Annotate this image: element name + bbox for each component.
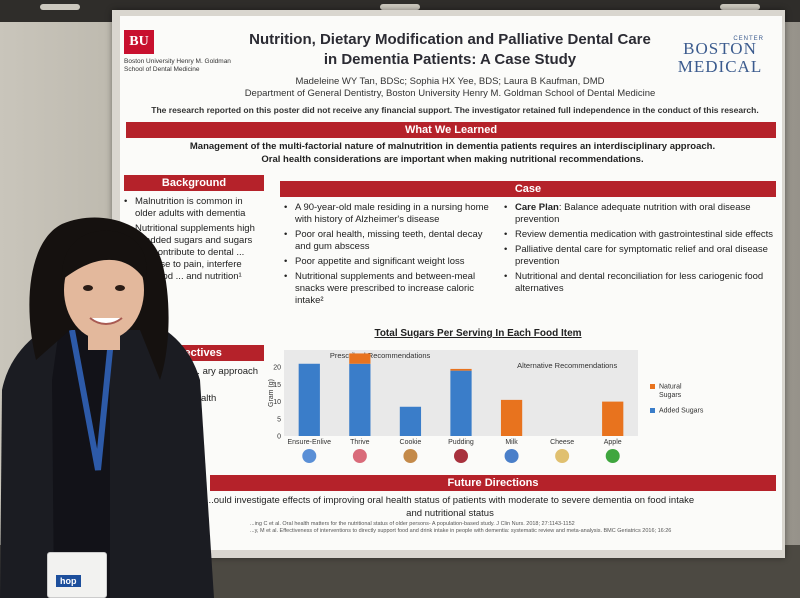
food-icon (504, 449, 519, 463)
chart-x-tick-label: Cookie (400, 439, 422, 446)
objectives-item: ... benefits of ... ary approach ... mal… (124, 366, 259, 390)
case-left-body: A 90-year-old male residing in a nursing… (284, 202, 494, 310)
future-line1: ...ould investigate effects of improving… (205, 495, 695, 506)
chart-y-axis-label: Gram (g) (268, 379, 275, 407)
bmc-logo-line1: BOSTON (683, 39, 757, 58)
name-badge: hop (47, 552, 107, 598)
background-item: Malnutrition is common in older adults w… (124, 196, 259, 220)
ceiling-light (720, 4, 760, 10)
background-item: Nutritional supplements high in added su… (124, 223, 259, 283)
chart-legend-label: Natural (659, 384, 682, 391)
references: ...ing C et al. Oral health matters for … (250, 521, 770, 535)
learned-line1: Management of the multi-factorial nature… (189, 141, 716, 152)
food-icon (605, 449, 620, 463)
chart-y-tick-label: 10 (273, 399, 281, 406)
food-icon (555, 449, 570, 463)
chart-legend-label: Added Sugars (659, 408, 704, 415)
objectives-item: ... general ... health (124, 393, 259, 405)
chart-y-tick-label: 5 (277, 416, 281, 423)
bu-logo: BU (124, 30, 154, 54)
chart-x-tick-label: Milk (505, 439, 518, 446)
ceiling-light (380, 4, 420, 10)
sugar-bar-chart: Gram (g) 0 5 10 15 20 Prescribed Recommendatio… (268, 350, 704, 463)
poster-header: BU Boston University Henry M. Goldman Sc… (120, 16, 782, 116)
chart-bar-added-sugars (450, 370, 472, 436)
chart-bar-natural-sugars (349, 353, 371, 364)
objectives-body: ... benefits of ... ary approach ... mal… (124, 366, 259, 408)
chart-legend-swatch (650, 408, 655, 413)
care-plan-item: Care Plan: Balance adequate nutrition wi… (504, 202, 774, 226)
chart-x-tick-label: Apple (604, 439, 622, 446)
food-icon (302, 449, 317, 463)
case-item: Poor appetite and significant weight los… (284, 256, 494, 268)
chart-bar-added-sugars (399, 406, 422, 436)
chart-y-tick-label: 0 (277, 434, 281, 441)
chart-y-tick-label: 15 (273, 382, 281, 389)
chart-bar-added-sugars (349, 363, 371, 436)
chart-legend-label: Sugars (659, 392, 682, 399)
learned-banner: What We Learned (126, 122, 776, 138)
case-banner: Case (280, 181, 776, 197)
ceiling-light (40, 4, 80, 10)
future-body: ...ould investigate effects of improving… (150, 494, 750, 520)
poster-title-line1: Nutrition, Dietary Modification and Pall… (249, 31, 651, 48)
chart-x-tick-label: Ensure-Enlive (287, 439, 331, 446)
research-poster: BU Boston University Henry M. Goldman Sc… (120, 16, 782, 550)
learned-line2: Oral health considerations are important… (261, 154, 644, 165)
poster-department: Department of General Dentistry, Boston … (244, 88, 656, 99)
chart-bar-natural-sugars (500, 399, 523, 436)
poster-authors: Madeleine WY Tan, BDSc; Sophia HX Yee, B… (295, 76, 605, 87)
case-item: A 90-year-old male residing in a nursing… (284, 202, 494, 226)
future-line2: and nutritional status (406, 508, 494, 519)
chart-title: Total Sugars Per Serving In Each Food It… (374, 328, 582, 339)
bu-school-name: Boston University Henry M. Goldman Schoo… (124, 58, 231, 73)
background-body: Malnutrition is common in older adults w… (124, 196, 259, 286)
bmc-logo-center-text: CENTER (733, 36, 764, 42)
chart-group-label: Prescribed Recommendations (330, 351, 431, 360)
chart-x-tick-label: Pudding (448, 439, 474, 446)
care-plan-item: Nutritional and dental reconciliation fo… (504, 271, 774, 295)
food-icon (403, 449, 418, 463)
learned-body: Management of the multi-factorial nature… (130, 140, 775, 166)
poster-title-line2: in Dementia Patients: A Case Study (323, 51, 577, 68)
case-item: Poor oral health, missing teeth, dental … (284, 229, 494, 253)
chart-bar-natural-sugars (602, 401, 624, 436)
reference-item: ...y, M et al. Effectiveness of interven… (250, 528, 672, 534)
care-plan-item: Review dementia medication with gastroin… (504, 229, 774, 241)
chart-y-tick-label: 20 (273, 365, 281, 372)
chart-x-tick-label: Thrive (350, 439, 370, 446)
case-right-body: Care Plan: Balance adequate nutrition wi… (504, 202, 774, 298)
poster-title: Nutrition, Dietary Modification and Pall… (240, 30, 660, 70)
future-banner: Future Directions (210, 475, 776, 491)
wall-left (0, 22, 122, 598)
background-banner: Background (124, 175, 264, 191)
food-icon (454, 449, 468, 463)
chart-bar-added-sugars (298, 363, 320, 436)
objectives-banner: Objectives (124, 345, 264, 361)
chart-bar-natural-sugars (450, 368, 472, 371)
bmc-logo-line2: MEDICAL (677, 57, 763, 76)
chart-legend-swatch (650, 384, 655, 389)
badge-logo-text: hop (56, 575, 81, 587)
poster-disclaimer: The research reported on this poster did… (151, 105, 759, 115)
chart-group-label: Alternative Recommendations (517, 361, 617, 370)
chart-x-tick-label: Cheese (550, 439, 574, 446)
case-item: Nutritional supplements and between-meal… (284, 271, 494, 307)
care-plan-item: Palliative dental care for symptomatic r… (504, 244, 774, 268)
reference-item: ...ing C et al. Oral health matters for … (250, 521, 575, 527)
boston-medical-center-logo: CENTER BOSTON MEDICAL (672, 36, 768, 90)
food-icon (352, 449, 367, 463)
